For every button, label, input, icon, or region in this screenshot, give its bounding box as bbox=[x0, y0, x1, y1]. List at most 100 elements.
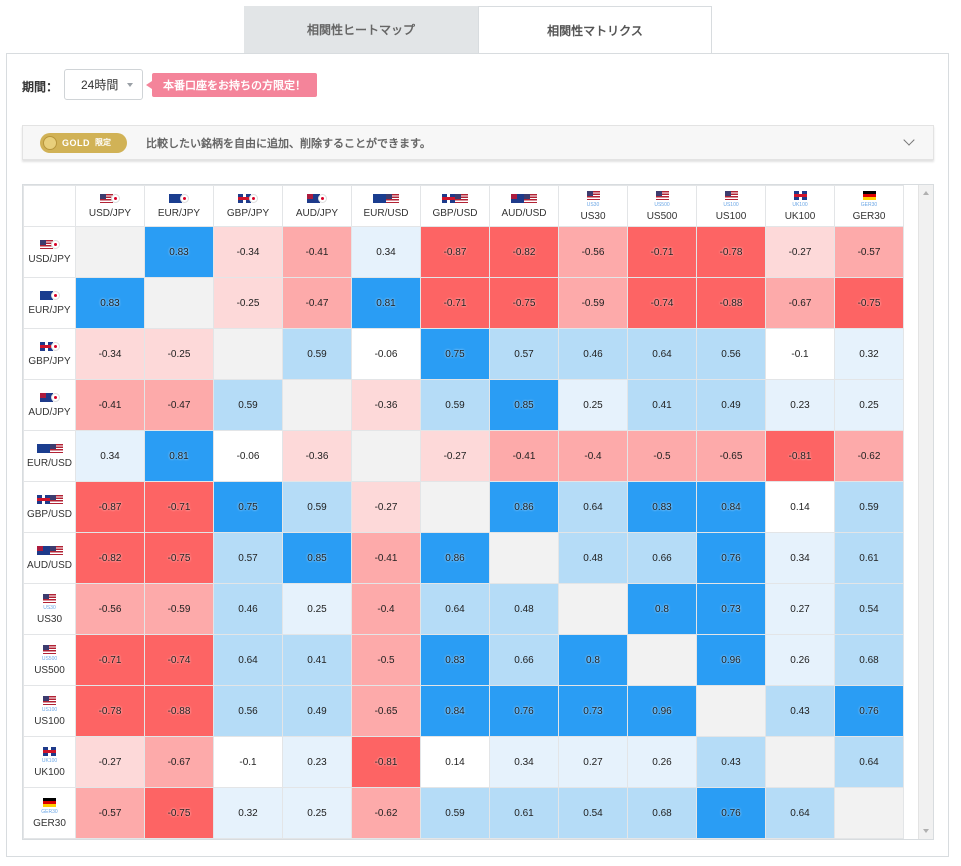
correlation-cell[interactable]: 0.26 bbox=[627, 736, 697, 788]
correlation-cell[interactable]: 0.27 bbox=[765, 583, 835, 635]
correlation-cell[interactable]: 0.8 bbox=[558, 634, 628, 686]
correlation-cell[interactable]: 0.49 bbox=[282, 685, 352, 737]
correlation-cell[interactable]: -0.56 bbox=[558, 226, 628, 278]
correlation-cell[interactable] bbox=[213, 328, 283, 380]
correlation-cell[interactable]: 0.64 bbox=[558, 481, 628, 533]
correlation-cell[interactable]: -0.36 bbox=[282, 430, 352, 482]
correlation-cell[interactable]: 0.66 bbox=[627, 532, 697, 584]
correlation-cell[interactable]: 0.14 bbox=[765, 481, 835, 533]
correlation-cell[interactable]: 0.64 bbox=[834, 736, 904, 788]
correlation-cell[interactable]: 0.27 bbox=[558, 736, 628, 788]
correlation-cell[interactable]: 0.25 bbox=[558, 379, 628, 431]
tab-correlation-matrix[interactable]: 相関性マトリクス bbox=[478, 6, 712, 54]
correlation-cell[interactable]: -0.34 bbox=[75, 328, 145, 380]
correlation-cell[interactable]: -0.47 bbox=[282, 277, 352, 329]
correlation-cell[interactable]: 0.56 bbox=[213, 685, 283, 737]
correlation-cell[interactable] bbox=[834, 787, 904, 839]
correlation-cell[interactable] bbox=[696, 685, 766, 737]
correlation-cell[interactable]: -0.88 bbox=[144, 685, 214, 737]
correlation-cell[interactable]: 0.43 bbox=[696, 736, 766, 788]
correlation-cell[interactable]: 0.68 bbox=[834, 634, 904, 686]
correlation-cell[interactable]: 0.96 bbox=[696, 634, 766, 686]
correlation-cell[interactable]: 0.54 bbox=[558, 787, 628, 839]
correlation-cell[interactable]: -0.06 bbox=[213, 430, 283, 482]
gold-feature-bar[interactable]: GOLD 限定 比較したい銘柄を自由に追加、削除することができます。 bbox=[22, 125, 934, 160]
scroll-down-arrow-icon[interactable] bbox=[923, 829, 929, 833]
chevron-down-icon[interactable] bbox=[903, 134, 915, 146]
correlation-cell[interactable]: 0.75 bbox=[213, 481, 283, 533]
correlation-cell[interactable]: -0.62 bbox=[834, 430, 904, 482]
correlation-cell[interactable]: -0.67 bbox=[144, 736, 214, 788]
correlation-cell[interactable] bbox=[144, 277, 214, 329]
correlation-cell[interactable]: 0.73 bbox=[558, 685, 628, 737]
correlation-cell[interactable]: -0.56 bbox=[75, 583, 145, 635]
correlation-cell[interactable]: -0.75 bbox=[144, 532, 214, 584]
correlation-cell[interactable]: 0.86 bbox=[420, 532, 490, 584]
correlation-cell[interactable]: 0.14 bbox=[420, 736, 490, 788]
correlation-cell[interactable]: -0.71 bbox=[420, 277, 490, 329]
correlation-cell[interactable]: -0.81 bbox=[765, 430, 835, 482]
correlation-cell[interactable] bbox=[282, 379, 352, 431]
correlation-cell[interactable]: -0.62 bbox=[351, 787, 421, 839]
correlation-cell[interactable]: -0.81 bbox=[351, 736, 421, 788]
correlation-cell[interactable] bbox=[351, 430, 421, 482]
scroll-up-arrow-icon[interactable] bbox=[923, 191, 929, 195]
correlation-cell[interactable]: -0.5 bbox=[627, 430, 697, 482]
correlation-cell[interactable] bbox=[765, 736, 835, 788]
correlation-cell[interactable]: -0.78 bbox=[696, 226, 766, 278]
correlation-cell[interactable]: -0.27 bbox=[420, 430, 490, 482]
correlation-cell[interactable]: -0.1 bbox=[765, 328, 835, 380]
correlation-cell[interactable]: -0.25 bbox=[144, 328, 214, 380]
correlation-cell[interactable]: -0.71 bbox=[144, 481, 214, 533]
correlation-cell[interactable]: 0.81 bbox=[144, 430, 214, 482]
correlation-cell[interactable] bbox=[489, 532, 559, 584]
correlation-cell[interactable]: 0.59 bbox=[282, 481, 352, 533]
correlation-cell[interactable]: -0.41 bbox=[489, 430, 559, 482]
correlation-cell[interactable]: 0.86 bbox=[489, 481, 559, 533]
correlation-cell[interactable]: 0.59 bbox=[834, 481, 904, 533]
correlation-cell[interactable]: 0.46 bbox=[558, 328, 628, 380]
correlation-cell[interactable]: -0.65 bbox=[351, 685, 421, 737]
correlation-cell[interactable]: -0.5 bbox=[351, 634, 421, 686]
correlation-cell[interactable]: -0.41 bbox=[75, 379, 145, 431]
correlation-cell[interactable]: -0.27 bbox=[75, 736, 145, 788]
correlation-cell[interactable]: 0.34 bbox=[489, 736, 559, 788]
correlation-cell[interactable]: -0.57 bbox=[75, 787, 145, 839]
correlation-cell[interactable]: 0.49 bbox=[696, 379, 766, 431]
correlation-cell[interactable]: 0.64 bbox=[420, 583, 490, 635]
correlation-cell[interactable]: 0.85 bbox=[489, 379, 559, 431]
correlation-cell[interactable]: -0.59 bbox=[558, 277, 628, 329]
correlation-cell[interactable]: 0.41 bbox=[627, 379, 697, 431]
correlation-cell[interactable]: 0.56 bbox=[696, 328, 766, 380]
correlation-cell[interactable] bbox=[627, 634, 697, 686]
correlation-cell[interactable]: 0.34 bbox=[765, 532, 835, 584]
correlation-cell[interactable]: -0.75 bbox=[144, 787, 214, 839]
correlation-cell[interactable]: 0.34 bbox=[351, 226, 421, 278]
correlation-cell[interactable]: 0.59 bbox=[282, 328, 352, 380]
correlation-cell[interactable]: -0.57 bbox=[834, 226, 904, 278]
correlation-cell[interactable]: 0.61 bbox=[834, 532, 904, 584]
correlation-cell[interactable]: 0.83 bbox=[420, 634, 490, 686]
correlation-cell[interactable]: 0.64 bbox=[213, 634, 283, 686]
correlation-cell[interactable]: 0.83 bbox=[75, 277, 145, 329]
correlation-cell[interactable]: -0.75 bbox=[834, 277, 904, 329]
correlation-cell[interactable]: -0.74 bbox=[144, 634, 214, 686]
tab-correlation-heatmap[interactable]: 相関性ヒートマップ bbox=[244, 6, 478, 53]
correlation-cell[interactable] bbox=[558, 583, 628, 635]
correlation-cell[interactable]: -0.27 bbox=[351, 481, 421, 533]
correlation-cell[interactable]: -0.74 bbox=[627, 277, 697, 329]
correlation-cell[interactable]: 0.59 bbox=[420, 787, 490, 839]
correlation-cell[interactable]: -0.82 bbox=[489, 226, 559, 278]
correlation-cell[interactable]: 0.59 bbox=[213, 379, 283, 431]
correlation-cell[interactable]: 0.61 bbox=[489, 787, 559, 839]
vertical-scrollbar[interactable] bbox=[918, 185, 933, 839]
correlation-cell[interactable]: -0.87 bbox=[75, 481, 145, 533]
correlation-cell[interactable]: -0.1 bbox=[213, 736, 283, 788]
correlation-cell[interactable]: -0.41 bbox=[282, 226, 352, 278]
correlation-cell[interactable]: -0.88 bbox=[696, 277, 766, 329]
correlation-cell[interactable]: 0.32 bbox=[834, 328, 904, 380]
correlation-cell[interactable]: 0.8 bbox=[627, 583, 697, 635]
correlation-cell[interactable]: 0.64 bbox=[627, 328, 697, 380]
correlation-cell[interactable]: 0.81 bbox=[351, 277, 421, 329]
correlation-cell[interactable]: 0.83 bbox=[627, 481, 697, 533]
